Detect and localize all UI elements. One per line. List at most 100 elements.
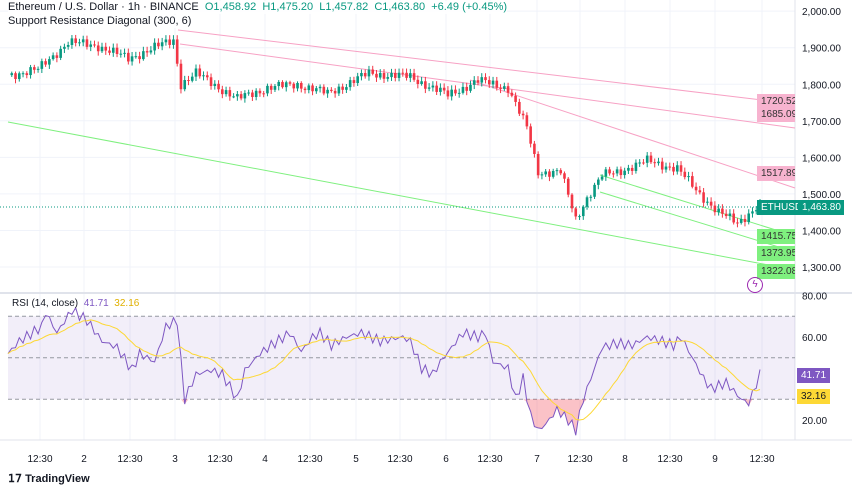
candle	[375, 73, 378, 78]
candle	[217, 83, 220, 90]
price-tick: 1,300.00	[802, 263, 841, 274]
candle	[311, 85, 314, 92]
high-value: H1,475.20	[262, 1, 314, 13]
candle	[717, 208, 720, 213]
rsi-ma-tag: 32.16	[797, 389, 831, 404]
candle	[78, 42, 81, 44]
candle	[190, 76, 194, 81]
candle	[642, 162, 645, 164]
candle	[409, 73, 412, 78]
candle	[17, 73, 21, 80]
candle	[431, 85, 435, 88]
candle	[675, 165, 679, 172]
candle	[202, 75, 205, 77]
price-tick: 1,600.00	[802, 153, 841, 164]
rsi-tick: 20.00	[802, 416, 827, 427]
candle	[555, 170, 559, 172]
candle	[751, 211, 754, 214]
candle	[187, 80, 190, 82]
rsi-legend: RSI (14, close) 41.71 32.16	[12, 298, 139, 309]
candle	[484, 77, 487, 81]
candle	[754, 210, 758, 212]
candle	[254, 90, 258, 98]
candle	[134, 56, 138, 58]
candle	[469, 84, 472, 91]
price-tick: 2,000.00	[802, 7, 841, 18]
candle	[439, 87, 442, 92]
candle	[228, 90, 232, 97]
candle	[495, 80, 499, 88]
time-tick: 12:30	[387, 454, 412, 465]
candle	[653, 162, 657, 164]
rsi-tick: 60.00	[802, 333, 827, 344]
candle	[262, 93, 265, 95]
candle	[277, 81, 281, 87]
candle	[258, 90, 262, 94]
candle	[739, 218, 743, 223]
candle	[209, 77, 213, 87]
candle	[638, 162, 641, 164]
rsi-ma-line	[7, 319, 761, 421]
candle	[525, 115, 529, 127]
candle	[330, 89, 333, 91]
time-tick: 12:30	[657, 454, 682, 465]
candle	[442, 87, 446, 91]
current-price-tag: 1,463.80	[798, 200, 844, 215]
candle	[160, 42, 164, 47]
candle	[574, 208, 578, 217]
candle	[649, 155, 653, 163]
candle	[326, 89, 329, 94]
candle	[405, 72, 408, 78]
candle	[450, 89, 453, 97]
resistance-label-2: 1685.09	[757, 107, 795, 122]
candle	[608, 169, 611, 174]
candle	[397, 72, 401, 78]
candle	[127, 52, 130, 62]
price-tick: 1,400.00	[802, 226, 841, 237]
candle	[157, 42, 160, 47]
candle	[70, 38, 74, 45]
candle	[198, 68, 202, 77]
candle	[239, 94, 243, 99]
candle	[472, 80, 476, 85]
low-value: L1,457.82	[319, 1, 369, 13]
candle	[281, 81, 284, 88]
candle	[465, 86, 469, 91]
support-line-0	[7, 121, 796, 271]
candle	[345, 87, 348, 90]
candle	[540, 174, 544, 176]
candle	[600, 176, 604, 180]
candle	[104, 46, 108, 51]
resistance-line-2	[469, 79, 796, 189]
candle	[627, 167, 630, 171]
candle	[266, 85, 269, 94]
price-tick: 1,800.00	[802, 80, 841, 91]
candle	[40, 61, 44, 69]
candle	[412, 73, 416, 80]
logo-icon: 𝟣𝟩	[8, 473, 22, 485]
candle	[551, 170, 555, 177]
candle	[179, 63, 183, 90]
candle	[514, 95, 517, 102]
candle	[213, 83, 217, 87]
candle	[33, 67, 36, 70]
candle	[63, 46, 66, 49]
candle	[378, 73, 382, 78]
resistance-line-0	[177, 29, 796, 105]
candle	[292, 83, 296, 89]
candle	[224, 90, 228, 95]
rsi-value-tag: 41.71	[797, 368, 831, 383]
tradingview-logo[interactable]: 𝟣𝟩 TradingView	[8, 472, 90, 485]
support-line-1	[599, 174, 796, 237]
support-label-1: 1415.75	[757, 229, 795, 244]
candle	[21, 73, 25, 75]
indicator-label[interactable]: Support Resistance Diagonal (300, 6)	[8, 15, 192, 28]
candle	[175, 39, 179, 64]
candle	[581, 206, 585, 217]
lightning-icon[interactable]: ϟ	[747, 277, 763, 293]
candle	[491, 80, 495, 85]
candle	[367, 69, 371, 77]
candle	[85, 39, 89, 47]
candle	[687, 176, 690, 178]
